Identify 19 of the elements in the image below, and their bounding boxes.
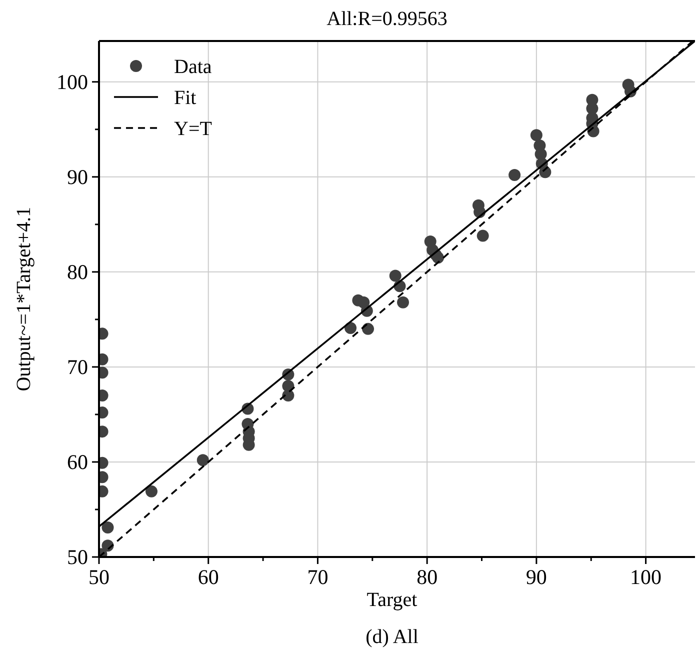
chart-title: All:R=0.99563 — [326, 8, 448, 30]
y-tick-label: 50 — [67, 545, 88, 569]
x-tick-label: 100 — [630, 565, 662, 589]
legend-label: Fit — [174, 87, 197, 109]
x-axis-title: Target — [366, 589, 418, 611]
y-tick-label: 60 — [67, 450, 88, 474]
x-tick-label: 80 — [416, 565, 438, 589]
y-tick-label: 100 — [56, 70, 88, 94]
x-tick-label: 60 — [198, 565, 219, 589]
y-axis-title: Output~=1*Target+4.1 — [13, 206, 35, 392]
x-tick-label: 50 — [88, 565, 110, 589]
x-tick-label: 70 — [307, 565, 328, 589]
y-tick-label: 70 — [67, 354, 88, 379]
legend-label: Data — [174, 56, 212, 78]
legend-label: Y=T — [174, 118, 212, 140]
text: (d) All — [366, 626, 419, 648]
y-tick-label: 90 — [67, 164, 88, 189]
y-tick-label: 80 — [67, 260, 88, 284]
x-tick-label: 90 — [526, 565, 547, 589]
